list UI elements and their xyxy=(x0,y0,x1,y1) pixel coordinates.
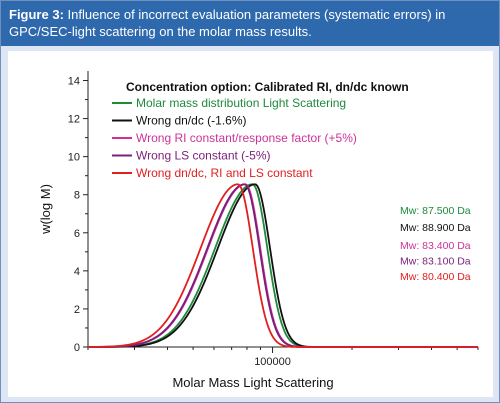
series-line-5 xyxy=(87,183,478,348)
legend-entry-2: Wrong dn/dc (-1.6%) xyxy=(136,114,247,128)
y-tick-label: 2 xyxy=(74,304,80,316)
y-tick-label: 12 xyxy=(68,114,80,126)
legend-entry-4: Wrong LS constant (-5%) xyxy=(136,149,271,163)
figure-label: Figure 3: xyxy=(9,7,64,22)
molar-mass-chart: 0 2 4 6 8 10 12 14 100000 Molar Mass Light Scatte… xyxy=(38,71,479,390)
y-tick-label: 10 xyxy=(68,152,80,164)
plot-panel: 0 2 4 6 8 10 12 14 100000 Molar Mass Light Scatte… xyxy=(8,51,493,397)
legend-entry-1: Molar mass distribution Light Scattering xyxy=(136,96,346,110)
mw-label-1: Mw: 87.500 Da xyxy=(400,205,471,217)
y-axis-title: w(log M) xyxy=(38,184,53,235)
legend-entry-3: Wrong RI constant/response factor (+5%) xyxy=(136,131,357,145)
legend-title: Concentration option: Calibrated RI, dn/… xyxy=(126,80,409,94)
mw-label-4: Mw: 83.100 Da xyxy=(400,256,471,268)
figure-caption: Figure 3: Influence of incorrect evaluat… xyxy=(1,1,499,46)
figure-caption-text: Influence of incorrect evaluation parame… xyxy=(9,7,446,39)
legend-entry-5: Wrong dn/dc, RI and LS constant xyxy=(136,166,313,180)
y-tick-label: 8 xyxy=(74,190,80,202)
y-tick-label: 0 xyxy=(74,342,80,354)
mw-label-3: Mw: 83.400 Da xyxy=(400,240,471,252)
y-tick-label: 14 xyxy=(68,76,80,88)
y-tick-label: 6 xyxy=(74,228,80,240)
x-axis-title: Molar Mass Light Scattering xyxy=(172,375,333,390)
mw-label-2: Mw: 88.900 Da xyxy=(400,222,471,234)
x-tick-label: 100000 xyxy=(254,356,291,368)
y-tick-label: 4 xyxy=(74,266,80,278)
mw-label-5: Mw: 80.400 Da xyxy=(400,271,471,283)
